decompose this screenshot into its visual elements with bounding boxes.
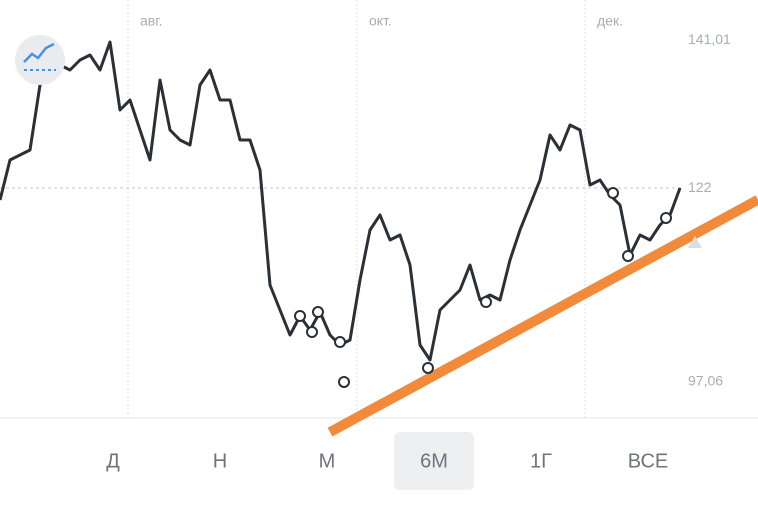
trade-marker: [312, 306, 324, 319]
trade-marker: [306, 326, 318, 338]
period-button[interactable]: 1Г: [530, 450, 552, 472]
period-button[interactable]: М: [319, 450, 336, 472]
trade-marker: [660, 211, 672, 224]
trade-marker: [294, 309, 306, 322]
trade-marker: [338, 375, 350, 388]
chart-type-button[interactable]: [15, 35, 65, 85]
trade-marker: [422, 361, 434, 374]
trade-marker: [607, 186, 619, 199]
x-tick-label: дек.: [597, 13, 623, 29]
trade-marker: [622, 249, 634, 262]
price-line: [0, 40, 682, 362]
period-button[interactable]: Н: [213, 450, 227, 472]
alert-icon[interactable]: [688, 236, 702, 248]
period-selected-bg: [394, 432, 474, 490]
y-tick-label: 97,06: [688, 373, 723, 389]
x-tick-label: окт.: [369, 13, 392, 29]
plot: авг. окт. дек. 141,01 122 97,06: [0, 0, 758, 437]
trade-marker: [334, 336, 346, 349]
trade-marker: [480, 296, 492, 309]
trendline: [327, 195, 758, 437]
period-button[interactable]: 6М: [420, 450, 448, 472]
y-tick-label: 141,01: [688, 31, 731, 47]
x-tick-label: авг.: [140, 13, 163, 29]
period-selector: Д Н М 6М 1Г ВСЕ: [106, 432, 668, 490]
y-tick-label: 122: [688, 179, 712, 195]
period-button[interactable]: ВСЕ: [628, 450, 668, 472]
period-button[interactable]: Д: [106, 450, 120, 472]
